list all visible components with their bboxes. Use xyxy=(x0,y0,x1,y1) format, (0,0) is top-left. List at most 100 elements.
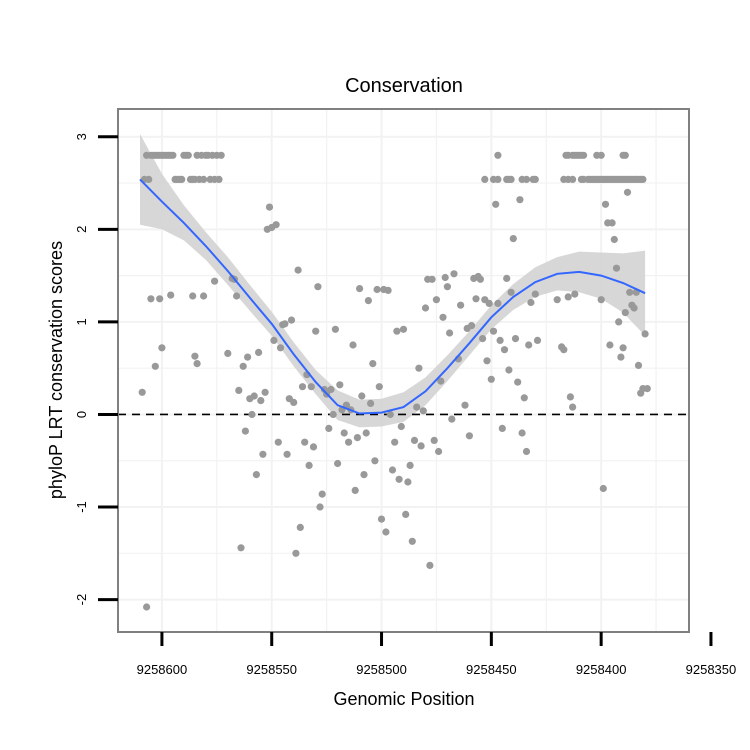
data-point xyxy=(371,457,379,465)
data-point xyxy=(257,397,265,405)
data-point xyxy=(391,438,399,446)
x-tick-label: 9258550 xyxy=(246,662,297,677)
data-point xyxy=(233,292,241,300)
panel-frame xyxy=(117,108,690,633)
data-point xyxy=(496,336,504,344)
data-point xyxy=(340,429,348,437)
data-point xyxy=(241,427,249,435)
panel-border xyxy=(117,108,690,633)
data-point xyxy=(200,292,208,300)
data-point xyxy=(417,442,425,450)
data-point xyxy=(518,429,526,437)
data-point xyxy=(325,424,333,432)
data-point xyxy=(634,361,643,369)
data-point xyxy=(397,422,405,431)
data-point xyxy=(509,235,517,243)
data-point xyxy=(621,151,629,159)
data-point xyxy=(432,296,440,304)
data-point xyxy=(503,274,511,282)
data-point xyxy=(421,304,430,312)
data-point xyxy=(511,335,520,343)
y-tick-label: 3 xyxy=(74,133,89,140)
data-point xyxy=(351,486,359,494)
data-point xyxy=(369,360,377,368)
data-point xyxy=(621,309,629,317)
data-point xyxy=(481,175,489,183)
data-point xyxy=(514,378,522,386)
data-point xyxy=(472,295,480,303)
data-point xyxy=(211,277,219,285)
data-point xyxy=(615,318,623,326)
data-point xyxy=(364,297,372,305)
data-point xyxy=(336,381,344,389)
data-point xyxy=(305,461,313,469)
data-point xyxy=(294,266,302,274)
smooth-curve xyxy=(139,178,646,415)
data-point xyxy=(516,196,524,204)
data-point xyxy=(494,175,502,183)
data-point xyxy=(520,394,528,402)
data-point xyxy=(606,341,614,349)
data-point xyxy=(443,283,451,291)
data-point xyxy=(292,549,300,557)
data-point xyxy=(580,151,588,159)
data-point xyxy=(327,385,335,394)
data-point xyxy=(184,151,192,159)
data-point xyxy=(623,188,632,196)
data-point xyxy=(498,424,506,432)
data-point xyxy=(399,325,408,333)
data-point xyxy=(415,364,423,372)
data-point xyxy=(639,175,647,183)
y-tick-label: 1 xyxy=(74,318,89,325)
data-point xyxy=(316,503,324,511)
data-point xyxy=(492,200,500,208)
data-point xyxy=(597,296,605,304)
data-point xyxy=(360,471,368,479)
data-point xyxy=(158,344,166,352)
data-point xyxy=(283,450,291,458)
data-point xyxy=(505,366,513,374)
data-point xyxy=(531,175,539,183)
data-point xyxy=(224,349,232,357)
data-point xyxy=(612,264,621,272)
data-point xyxy=(331,325,339,333)
data-point xyxy=(386,410,394,419)
smooth-line xyxy=(139,178,646,415)
data-point xyxy=(353,434,361,442)
scatter-points xyxy=(138,151,651,611)
data-point xyxy=(569,175,577,183)
data-point xyxy=(375,383,383,391)
data-point xyxy=(217,151,225,159)
data-point xyxy=(189,292,197,300)
data-point xyxy=(522,175,531,183)
x-tick-label: 9258450 xyxy=(466,662,517,677)
data-point xyxy=(377,515,386,523)
data-point xyxy=(235,386,243,394)
data-point xyxy=(599,484,607,493)
x-tick-label: 9258500 xyxy=(356,662,407,677)
x-tick-label: 9258400 xyxy=(576,662,627,677)
data-point xyxy=(373,285,381,294)
y-tick-label: -1 xyxy=(74,501,89,513)
data-point xyxy=(261,388,269,396)
data-point xyxy=(309,443,318,451)
data-point xyxy=(450,270,458,278)
data-point xyxy=(312,327,320,335)
data-point xyxy=(290,398,298,406)
data-point xyxy=(566,393,575,401)
data-point xyxy=(334,459,342,468)
data-point xyxy=(193,360,201,368)
data-point xyxy=(147,295,155,303)
data-point xyxy=(485,299,493,307)
data-point xyxy=(468,322,476,330)
data-point xyxy=(298,383,307,391)
confidence-band-area xyxy=(140,134,646,428)
data-point xyxy=(329,410,337,419)
data-point xyxy=(641,330,649,338)
data-point xyxy=(527,298,535,307)
data-point xyxy=(138,388,146,396)
data-point xyxy=(362,429,370,437)
data-point xyxy=(244,353,252,361)
data-point xyxy=(259,450,267,458)
